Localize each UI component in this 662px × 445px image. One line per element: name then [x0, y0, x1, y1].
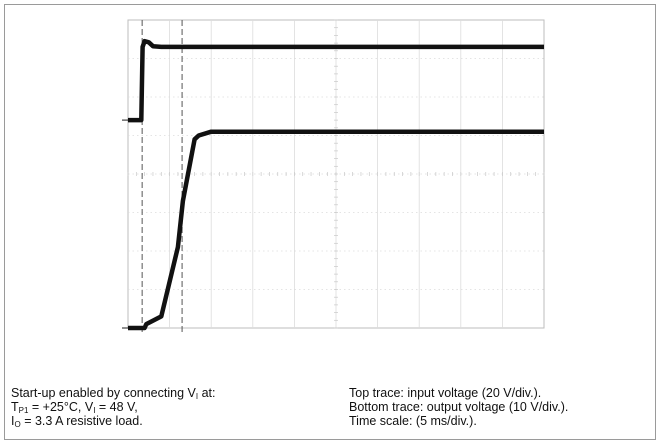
trace-legend-caption: Top trace: input voltage (20 V/div.). Bo… [349, 386, 659, 428]
traces [122, 38, 544, 331]
oscilloscope-plot [122, 19, 545, 332]
output-voltage-trace [128, 129, 544, 331]
caption-right-line-2: Bottom trace: output voltage (10 V/div.)… [349, 400, 569, 414]
test-conditions-caption: Start-up enabled by connecting VI at: TP… [11, 386, 331, 429]
grid [127, 19, 545, 329]
caption-left-line-1: Start-up enabled by connecting VI at: [11, 386, 216, 401]
input-voltage-trace [128, 38, 544, 123]
caption-right-line-3: Time scale: (5 ms/div.). [349, 414, 477, 428]
caption-right-line-1: Top trace: input voltage (20 V/div.). [349, 386, 542, 400]
figure-frame [4, 4, 656, 440]
time-cursors [141, 20, 183, 332]
caption-left-line-3: IO = 3.3 A resistive load. [11, 414, 143, 429]
caption-left-line-2: TP1 = +25°C, VI = 48 V, [11, 400, 138, 415]
